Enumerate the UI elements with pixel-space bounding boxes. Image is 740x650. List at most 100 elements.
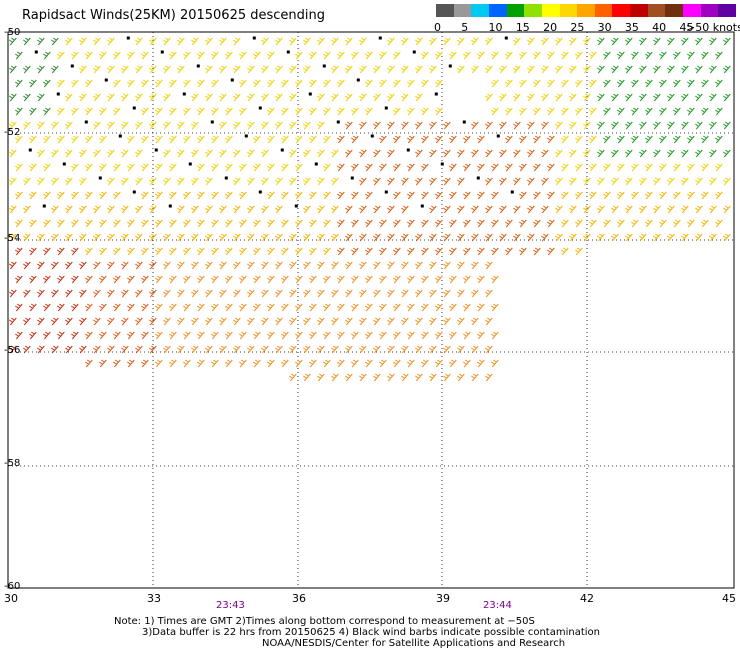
wind-barb: [79, 233, 87, 242]
lon-label-33: 33: [147, 592, 161, 605]
wind-barb: [309, 331, 317, 340]
lat-label-56: -56: [4, 345, 21, 356]
wind-barb: [113, 303, 121, 312]
wind-barb: [457, 205, 465, 214]
wind-barb: [135, 261, 143, 270]
wind-barb: [499, 93, 507, 102]
wind-barb: [99, 135, 107, 144]
wind-barb: [379, 51, 387, 60]
wind-barb: [127, 163, 135, 172]
wind-barb: [351, 191, 359, 200]
wind-barb: [429, 205, 437, 214]
wind-barb: [253, 219, 261, 228]
wind-barb: [29, 331, 37, 340]
wind-barb: [443, 205, 451, 214]
lon-label-30: 30: [4, 592, 18, 605]
legend-swatch: [506, 4, 525, 17]
wind-barb: [541, 233, 549, 242]
legend-swatch: [647, 4, 666, 17]
wind-barb: [709, 177, 717, 186]
wind-barb: [337, 163, 345, 172]
wind-barb: [295, 331, 303, 340]
wind-barb: [463, 275, 471, 284]
wind-barb: [309, 247, 317, 256]
wind-barb: [197, 191, 205, 200]
wind-barb: [597, 233, 605, 242]
wind-barb: [197, 79, 205, 88]
wind-barb: [687, 163, 695, 172]
wind-barb: [443, 149, 451, 158]
wind-barb: [715, 135, 723, 144]
wind-barb: [155, 219, 163, 228]
wind-barb: [323, 219, 331, 228]
wind-barb: [687, 51, 695, 60]
wind-barb: [351, 303, 359, 312]
legend-label: >50 knots: [686, 21, 740, 34]
wind-barb: [365, 163, 373, 172]
wind-barb: [401, 205, 409, 214]
wind-barb: [491, 247, 499, 256]
wind-barb: [275, 317, 283, 326]
wind-barb: [317, 93, 325, 102]
wind-barb: [118, 134, 122, 138]
wind-barb: [37, 233, 45, 242]
wind-barb: [247, 177, 255, 186]
wind-barb: [589, 163, 597, 172]
wind-barb: [505, 51, 513, 60]
wind-barb: [261, 177, 269, 186]
wind-barb: [197, 331, 205, 340]
wind-barb: [205, 289, 213, 298]
wind-barb: [295, 107, 303, 116]
wind-barb: [687, 191, 695, 200]
wind-barb: [681, 233, 689, 242]
wind-barb: [155, 191, 163, 200]
wind-barb: [415, 37, 423, 46]
wind-barb: [687, 219, 695, 228]
wind-barb: [365, 191, 373, 200]
wind-barb: [233, 205, 241, 214]
wind-barb: [393, 275, 401, 284]
wind-barb: [225, 275, 233, 284]
wind-barb: [79, 37, 87, 46]
wind-barb: [135, 289, 143, 298]
wind-barb: [99, 303, 107, 312]
wind-barb: [79, 261, 87, 270]
wind-barb: [79, 65, 87, 74]
wind-barb: [379, 247, 387, 256]
wind-barb: [415, 149, 423, 158]
wind-barb: [337, 107, 345, 116]
wind-barb: [575, 163, 583, 172]
wind-barb: [533, 191, 541, 200]
wind-barb: [429, 261, 437, 270]
wind-barb: [57, 191, 65, 200]
wind-barb: [673, 219, 681, 228]
wind-barb: [471, 289, 479, 298]
wind-barb: [575, 135, 583, 144]
wind-barb: [611, 233, 619, 242]
wind-barb: [547, 51, 555, 60]
wind-barb: [345, 149, 353, 158]
wind-barb: [37, 121, 45, 130]
wind-barb: [267, 303, 275, 312]
wind-barb: [393, 219, 401, 228]
wind-barb: [440, 162, 444, 166]
wind-barb: [309, 303, 317, 312]
wind-barb: [135, 205, 143, 214]
wind-barb: [43, 51, 51, 60]
wind-barb: [667, 177, 675, 186]
map-title: Rapidsact Winds(25KM) 20150625 descendin…: [22, 8, 326, 23]
wind-barb: [127, 219, 135, 228]
wind-barb: [85, 107, 93, 116]
wind-barb: [471, 65, 479, 74]
wind-barb: [56, 92, 60, 96]
wind-barb: [183, 331, 191, 340]
wind-barb: [407, 303, 415, 312]
wind-barb: [687, 107, 695, 116]
wind-barb: [65, 177, 73, 186]
wind-barb: [205, 149, 213, 158]
wind-barb: [71, 331, 79, 340]
wind-barb: [9, 205, 17, 214]
wind-barb: [121, 317, 129, 326]
wind-barb: [499, 121, 507, 130]
wind-barb: [71, 163, 79, 172]
